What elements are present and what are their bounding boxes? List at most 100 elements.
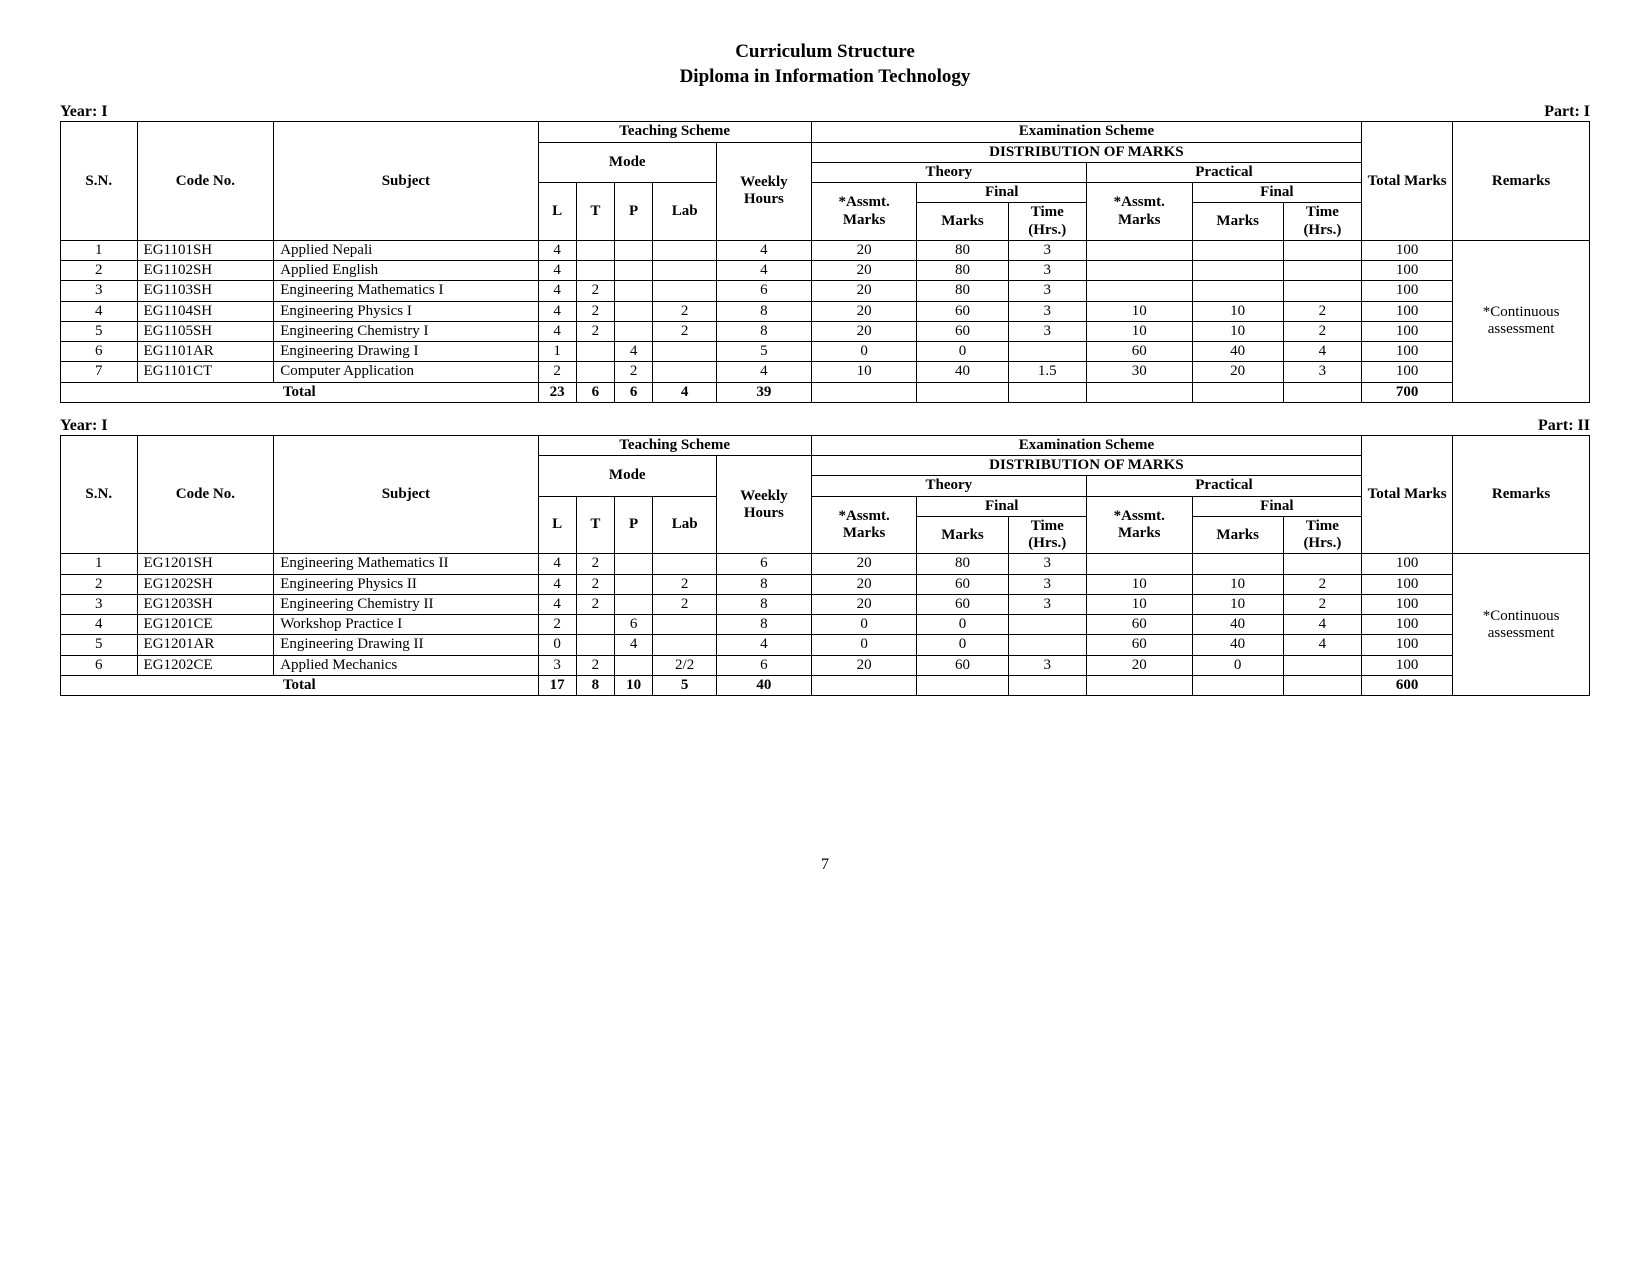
cell-practical-assmt: 30: [1086, 362, 1192, 382]
cell-practical-assmt: [1086, 554, 1192, 574]
cell-sn: 5: [61, 321, 138, 341]
cell-P: [615, 554, 653, 574]
cell-code: EG1105SH: [137, 321, 274, 341]
cell-Lab: 2: [653, 301, 717, 321]
cell-P: [615, 261, 653, 281]
cell-code: EG1101AR: [137, 342, 274, 362]
header-theory-assmt: *Assmt. Marks: [811, 183, 917, 241]
cell-Lab: 2: [653, 574, 717, 594]
header-practical-assmt: *Assmt. Marks: [1086, 183, 1192, 241]
table-row: 5EG1105SHEngineering Chemistry I42282060…: [61, 321, 1590, 341]
cell-practical-assmt: 20: [1086, 655, 1192, 675]
cell-total-tam: [811, 675, 917, 695]
header-theory-final: Final: [917, 496, 1086, 516]
cell-total-pam: [1086, 382, 1192, 402]
cell-T: 2: [576, 321, 614, 341]
header-theory-time: Time (Hrs.): [1008, 203, 1086, 241]
cell-code: EG1201AR: [137, 635, 274, 655]
header-dist: DISTRIBUTION OF MARKS: [811, 456, 1361, 476]
cell-sn: 3: [61, 594, 138, 614]
cell-practical-marks: 10: [1192, 594, 1283, 614]
cell-T: [576, 635, 614, 655]
cell-total-tfm: [917, 382, 1008, 402]
cell-total-tft: [1008, 382, 1086, 402]
cell-theory-time: [1008, 342, 1086, 362]
header-teaching: Teaching Scheme: [538, 435, 811, 455]
cell-total-L: 23: [538, 382, 576, 402]
cell-theory-marks: 80: [917, 281, 1008, 301]
cell-theory-marks: 60: [917, 301, 1008, 321]
cell-total-sum: 600: [1362, 675, 1453, 695]
cell-subject: Engineering Mathematics II: [274, 554, 538, 574]
cell-theory-time: 3: [1008, 261, 1086, 281]
cell-total: 100: [1362, 554, 1453, 574]
cell-T: 2: [576, 655, 614, 675]
cell-L: 3: [538, 655, 576, 675]
cell-total-tfm: [917, 675, 1008, 695]
header-total: Total Marks: [1362, 435, 1453, 554]
cell-practical-time: [1283, 240, 1361, 260]
header-theory-final: Final: [917, 183, 1086, 203]
cell-theory-assmt: 20: [811, 301, 917, 321]
cell-subject: Applied English: [274, 261, 538, 281]
header-mode: Mode: [538, 142, 717, 183]
cell-T: 2: [576, 281, 614, 301]
header-subject: Subject: [274, 435, 538, 554]
table-row: 2EG1102SHApplied English4420803100: [61, 261, 1590, 281]
cell-code: EG1103SH: [137, 281, 274, 301]
cell-L: 4: [538, 594, 576, 614]
cell-theory-time: [1008, 615, 1086, 635]
cell-practical-marks: 40: [1192, 615, 1283, 635]
cell-code: EG1102SH: [137, 261, 274, 281]
cell-practical-marks: 20: [1192, 362, 1283, 382]
table-row: 2EG1202SHEngineering Physics II422820603…: [61, 574, 1590, 594]
cell-practical-marks: [1192, 261, 1283, 281]
header-practical-marks: Marks: [1192, 203, 1283, 241]
header-T: T: [576, 496, 614, 554]
cell-total-label: Total: [61, 382, 539, 402]
header-sn: S.N.: [61, 435, 138, 554]
cell-total-label: Total: [61, 675, 539, 695]
cell-theory-time: 3: [1008, 281, 1086, 301]
cell-subject: Engineering Physics I: [274, 301, 538, 321]
cell-subject: Applied Nepali: [274, 240, 538, 260]
cell-total-P: 10: [615, 675, 653, 695]
cell-T: 2: [576, 594, 614, 614]
cell-theory-marks: 60: [917, 574, 1008, 594]
curriculum-table: S.N.Code No.SubjectTeaching SchemeExamin…: [60, 435, 1590, 696]
cell-theory-assmt: 0: [811, 615, 917, 635]
cell-L: 4: [538, 261, 576, 281]
cell-practical-assmt: [1086, 281, 1192, 301]
cell-total-pam: [1086, 675, 1192, 695]
cell-practical-time: 2: [1283, 574, 1361, 594]
cell-practical-assmt: 10: [1086, 301, 1192, 321]
cell-P: 4: [615, 342, 653, 362]
cell-practical-time: 4: [1283, 615, 1361, 635]
header-teaching: Teaching Scheme: [538, 122, 811, 142]
cell-sn: 6: [61, 342, 138, 362]
cell-weekly: 4: [717, 362, 812, 382]
cell-L: 4: [538, 301, 576, 321]
cell-theory-marks: 80: [917, 240, 1008, 260]
cell-total-weekly: 40: [717, 675, 812, 695]
cell-Lab: 2/2: [653, 655, 717, 675]
year-label: Year: I: [60, 103, 108, 121]
cell-Lab: 2: [653, 321, 717, 341]
header-T: T: [576, 183, 614, 241]
cell-subject: Workshop Practice I: [274, 615, 538, 635]
cell-code: EG1202SH: [137, 574, 274, 594]
header-weekly: Weekly Hours: [717, 456, 812, 554]
cell-subject: Engineering Drawing I: [274, 342, 538, 362]
header-P: P: [615, 183, 653, 241]
header-sn: S.N.: [61, 122, 138, 241]
cell-theory-assmt: 20: [811, 554, 917, 574]
cell-code: EG1203SH: [137, 594, 274, 614]
header-L: L: [538, 496, 576, 554]
cell-Lab: [653, 362, 717, 382]
cell-practical-assmt: 60: [1086, 615, 1192, 635]
cell-practical-marks: 40: [1192, 635, 1283, 655]
header-practical: Practical: [1086, 476, 1361, 496]
cell-practical-assmt: 10: [1086, 574, 1192, 594]
cell-code: EG1101SH: [137, 240, 274, 260]
cell-theory-marks: 0: [917, 342, 1008, 362]
